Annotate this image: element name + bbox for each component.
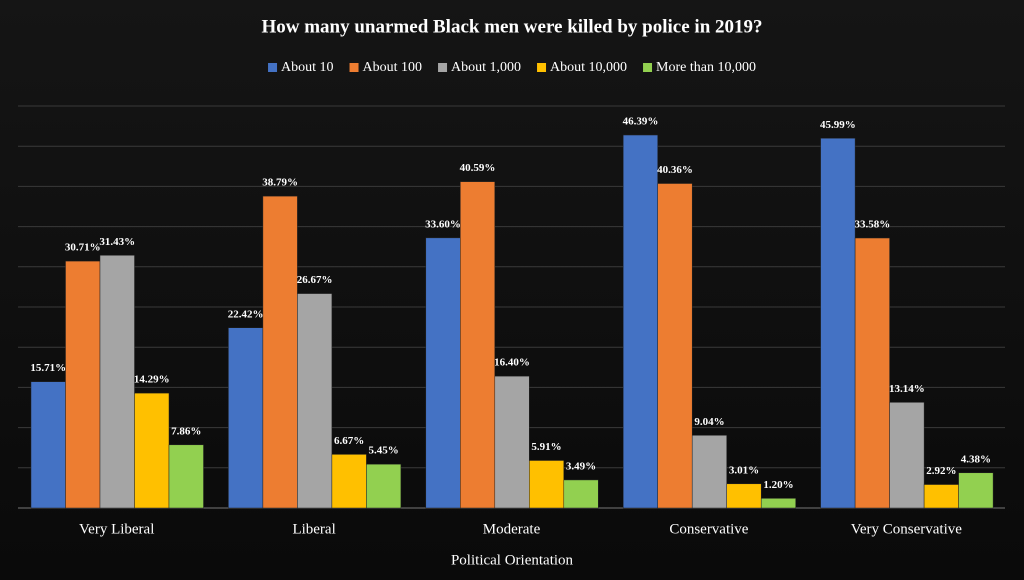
value-label: 40.59% xyxy=(460,162,496,174)
bar xyxy=(134,392,170,509)
value-label: 33.58% xyxy=(854,219,890,231)
value-label: 30.71% xyxy=(65,242,101,254)
legend-label: About 10 xyxy=(281,60,334,75)
bar xyxy=(820,137,856,509)
bar xyxy=(168,444,204,509)
bar xyxy=(494,375,530,509)
value-label: 26.67% xyxy=(297,274,333,286)
bar xyxy=(366,463,402,509)
bar xyxy=(563,479,599,509)
value-label: 3.01% xyxy=(729,464,759,476)
bar xyxy=(854,237,890,509)
value-label: 45.99% xyxy=(820,119,856,131)
value-label: 4.38% xyxy=(961,453,991,465)
bar xyxy=(529,460,565,509)
x-tick-label: Conservative xyxy=(669,521,748,537)
legend-label: About 100 xyxy=(363,60,423,75)
value-label: 40.36% xyxy=(657,164,693,176)
bar xyxy=(228,327,264,509)
legend-label: About 10,000 xyxy=(550,60,627,75)
value-label: 3.49% xyxy=(566,460,596,472)
value-label: 9.04% xyxy=(694,416,724,428)
bar xyxy=(65,260,101,509)
value-label: 5.45% xyxy=(369,445,399,457)
value-label: 15.71% xyxy=(30,362,66,374)
x-tick-label: Moderate xyxy=(483,521,541,537)
bar xyxy=(297,293,333,509)
x-tick-label: Liberal xyxy=(292,521,335,537)
legend-swatch xyxy=(268,63,278,72)
value-label: 1.20% xyxy=(763,479,793,491)
bar xyxy=(262,195,298,509)
legend-label: More than 10,000 xyxy=(656,60,756,75)
bar xyxy=(425,237,461,509)
value-label: 6.67% xyxy=(334,435,364,447)
legend-swatch xyxy=(643,63,653,72)
value-label: 7.86% xyxy=(171,425,201,437)
bar xyxy=(30,381,66,509)
bar xyxy=(958,472,994,509)
legend-swatch xyxy=(537,63,547,72)
bar xyxy=(657,183,693,509)
value-label: 13.14% xyxy=(889,383,925,395)
value-label: 14.29% xyxy=(134,374,170,386)
value-label: 31.43% xyxy=(99,236,135,248)
value-label: 16.40% xyxy=(494,357,530,369)
value-label: 38.79% xyxy=(262,177,298,189)
legend-swatch xyxy=(438,63,448,72)
x-tick-label: Very Conservative xyxy=(851,521,963,537)
x-tick-label: Very Liberal xyxy=(79,521,154,537)
bar xyxy=(331,454,367,509)
value-label: 46.39% xyxy=(623,116,659,128)
bar xyxy=(691,435,727,509)
x-axis-title: Political Orientation xyxy=(451,552,574,568)
chart-title: How many unarmed Black men were killed b… xyxy=(261,16,762,37)
bar xyxy=(99,255,135,509)
bar xyxy=(726,483,762,509)
value-label: 2.92% xyxy=(926,465,956,477)
bar xyxy=(760,498,796,509)
bar xyxy=(460,181,496,509)
value-label: 5.91% xyxy=(531,441,561,453)
bar xyxy=(923,484,959,509)
legend-label: About 1,000 xyxy=(451,60,521,75)
value-label: 33.60% xyxy=(425,218,461,230)
bar xyxy=(889,402,925,509)
value-label: 22.42% xyxy=(228,308,264,320)
legend-swatch xyxy=(349,63,359,72)
bar xyxy=(622,134,658,509)
